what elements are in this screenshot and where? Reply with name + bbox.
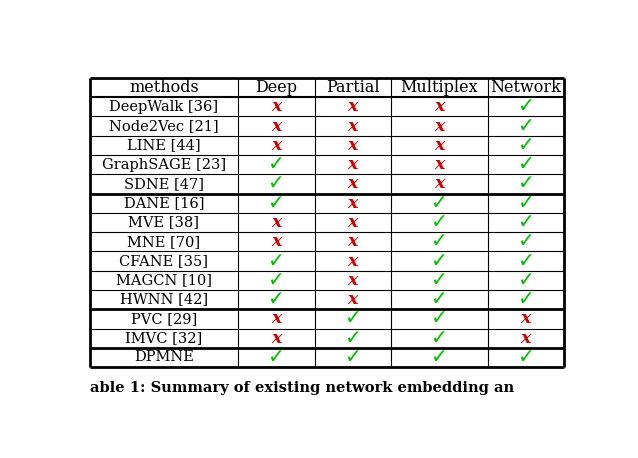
Text: x: x — [271, 233, 281, 250]
Text: x: x — [271, 311, 281, 327]
Text: Deep: Deep — [255, 79, 297, 96]
Text: x: x — [348, 156, 358, 173]
Text: DeepWalk [36]: DeepWalk [36] — [109, 100, 218, 114]
Text: ✓: ✓ — [517, 136, 535, 155]
Text: ✓: ✓ — [517, 213, 535, 232]
Text: x: x — [521, 330, 531, 347]
Text: x: x — [271, 330, 281, 347]
Text: ✓: ✓ — [517, 251, 535, 271]
Text: ✓: ✓ — [517, 97, 535, 116]
Text: x: x — [348, 214, 358, 231]
Text: Node2Vec [21]: Node2Vec [21] — [109, 119, 219, 133]
Text: x: x — [348, 98, 358, 115]
Text: ✓: ✓ — [431, 213, 448, 232]
Text: GraphSAGE [23]: GraphSAGE [23] — [101, 158, 226, 172]
Text: ✓: ✓ — [517, 271, 535, 290]
Text: ✓: ✓ — [268, 271, 285, 290]
Text: x: x — [348, 233, 358, 250]
Text: x: x — [348, 195, 358, 212]
Text: x: x — [271, 98, 281, 115]
Text: LINE [44]: LINE [44] — [127, 138, 200, 153]
Text: x: x — [348, 291, 358, 308]
Text: ✓: ✓ — [517, 290, 535, 309]
Text: IMVC [32]: IMVC [32] — [125, 331, 202, 345]
Text: ✓: ✓ — [431, 251, 448, 271]
Text: ✓: ✓ — [431, 232, 448, 251]
Text: x: x — [348, 118, 358, 135]
Text: ✓: ✓ — [517, 174, 535, 193]
Text: Multiplex: Multiplex — [401, 79, 478, 96]
Text: ✓: ✓ — [268, 194, 285, 213]
Text: ✓: ✓ — [345, 348, 361, 367]
Text: ✓: ✓ — [345, 329, 361, 348]
Text: ✓: ✓ — [431, 309, 448, 328]
Text: ✓: ✓ — [268, 155, 285, 174]
Text: ✓: ✓ — [517, 117, 535, 136]
Text: CFANE [35]: CFANE [35] — [119, 254, 208, 268]
Text: ✓: ✓ — [268, 251, 285, 271]
Text: x: x — [348, 137, 358, 154]
Text: PVC [29]: PVC [29] — [131, 312, 197, 326]
Text: x: x — [271, 118, 281, 135]
Text: x: x — [434, 156, 445, 173]
Text: able 1: Summary of existing network embedding an: able 1: Summary of existing network embe… — [89, 381, 514, 395]
Text: SDNE [47]: SDNE [47] — [124, 177, 204, 191]
Text: ✓: ✓ — [517, 155, 535, 174]
Text: ✓: ✓ — [268, 290, 285, 309]
Text: ✓: ✓ — [268, 348, 285, 367]
Text: x: x — [434, 175, 445, 192]
Text: x: x — [434, 118, 445, 135]
Text: x: x — [348, 175, 358, 192]
Text: ✓: ✓ — [345, 309, 361, 328]
Text: MNE [70]: MNE [70] — [127, 235, 200, 249]
Text: ✓: ✓ — [517, 348, 535, 367]
Text: x: x — [271, 137, 281, 154]
Text: MVE [38]: MVE [38] — [128, 215, 199, 229]
Text: Network: Network — [491, 79, 561, 96]
Text: ✓: ✓ — [431, 290, 448, 309]
Text: x: x — [348, 272, 358, 289]
Text: ✓: ✓ — [268, 174, 285, 193]
Text: DPMNE: DPMNE — [134, 350, 194, 365]
Text: MAGCN [10]: MAGCN [10] — [116, 273, 212, 287]
Text: ✓: ✓ — [517, 194, 535, 213]
Text: x: x — [434, 98, 445, 115]
Text: ✓: ✓ — [431, 348, 448, 367]
Text: HWNN [42]: HWNN [42] — [120, 293, 208, 306]
Text: x: x — [434, 137, 445, 154]
Text: ✓: ✓ — [431, 271, 448, 290]
Text: x: x — [348, 252, 358, 269]
Text: x: x — [271, 214, 281, 231]
Text: x: x — [521, 311, 531, 327]
Text: ✓: ✓ — [431, 194, 448, 213]
Text: DANE [16]: DANE [16] — [124, 196, 204, 210]
Text: ✓: ✓ — [431, 329, 448, 348]
Text: methods: methods — [129, 79, 198, 96]
Text: Partial: Partial — [326, 79, 380, 96]
Text: ✓: ✓ — [517, 232, 535, 251]
